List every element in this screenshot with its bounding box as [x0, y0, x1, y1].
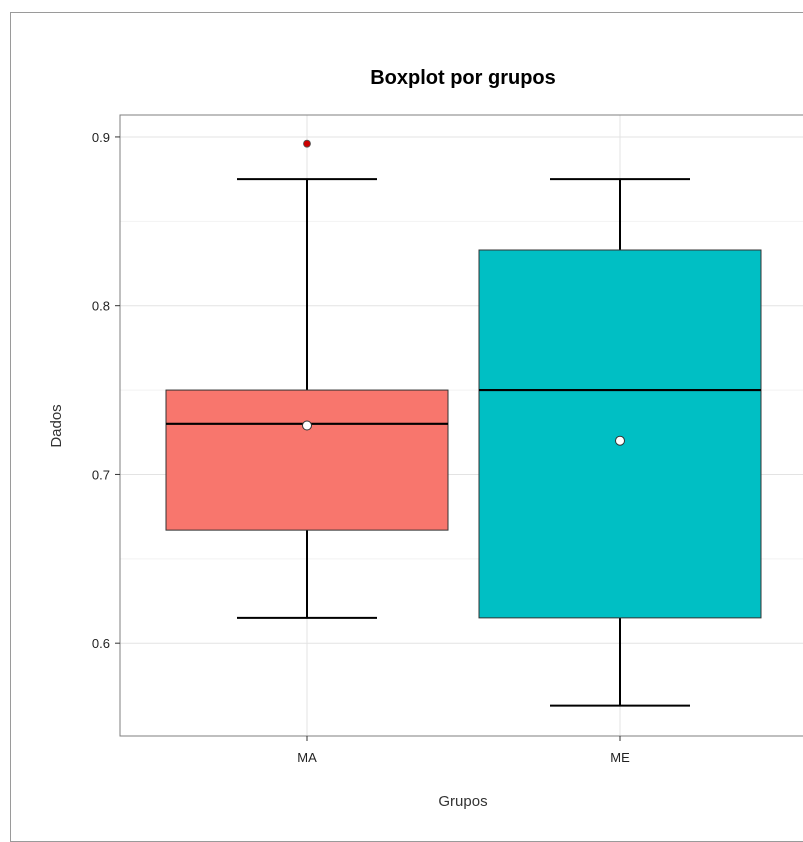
panel-border — [119, 114, 803, 737]
chart-title: Boxplot por grupos — [370, 67, 556, 89]
y-tick-label: 0.7 — [92, 467, 110, 482]
x-tick-label: MA — [297, 750, 317, 765]
mean-point — [302, 420, 312, 431]
plot-area: 0.6 0.7 0.8 0.9 MA ME — [92, 114, 803, 765]
x-axis-title: Grupos — [438, 793, 487, 810]
mean-point — [615, 435, 625, 446]
y-tick-label: 0.6 — [92, 636, 110, 651]
y-tick-label: 0.9 — [92, 130, 110, 145]
x-tick-label: ME — [610, 750, 630, 765]
y-tick-label: 0.8 — [92, 299, 110, 314]
box-ma — [165, 389, 449, 531]
box-me — [478, 249, 762, 619]
outlier-point — [303, 139, 311, 148]
y-axis-title: Dados — [48, 404, 65, 447]
